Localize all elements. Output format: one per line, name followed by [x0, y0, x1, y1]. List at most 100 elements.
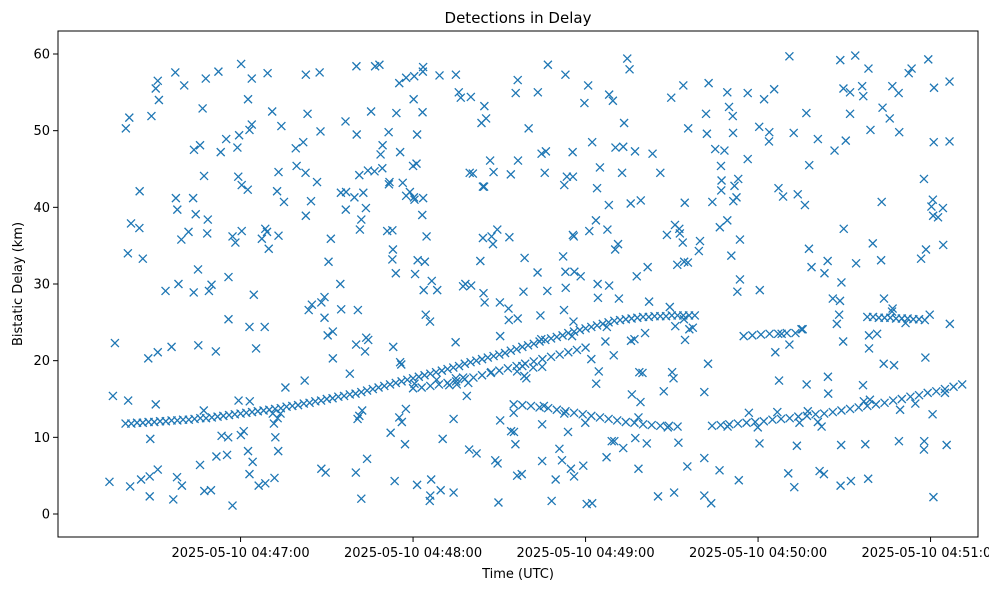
data-point	[361, 203, 371, 213]
data-point	[123, 396, 133, 405]
data-point	[300, 376, 310, 386]
data-point	[894, 436, 904, 446]
data-point	[755, 285, 765, 295]
data-point	[795, 418, 804, 428]
data-point	[699, 387, 709, 397]
data-point	[878, 103, 888, 113]
data-point	[929, 137, 939, 147]
data-point	[409, 192, 419, 202]
data-point	[438, 434, 448, 444]
data-point	[273, 446, 283, 456]
data-point	[797, 324, 806, 334]
data-point	[486, 367, 496, 377]
data-point	[914, 390, 924, 400]
data-point	[394, 78, 404, 88]
data-point	[830, 146, 839, 156]
data-point	[773, 329, 783, 339]
data-point	[425, 496, 435, 506]
data-point	[719, 146, 729, 156]
data-point	[622, 54, 632, 64]
data-point	[949, 382, 959, 392]
data-point	[236, 59, 246, 69]
data-point	[479, 182, 489, 192]
data-point	[563, 347, 573, 357]
data-point	[417, 383, 427, 392]
data-point	[153, 465, 163, 474]
data-point	[526, 401, 536, 411]
data-point	[143, 353, 153, 363]
data-point	[813, 417, 823, 427]
data-point	[444, 380, 454, 390]
data-point	[224, 314, 233, 324]
data-point	[683, 258, 693, 267]
x-tick-label: 2025-05-10 04:51:00	[862, 546, 989, 561]
data-point	[851, 258, 861, 268]
data-point	[391, 268, 401, 278]
data-point	[363, 166, 373, 175]
data-point	[234, 130, 244, 140]
data-point	[630, 433, 640, 443]
data-point	[422, 232, 432, 241]
data-point	[478, 182, 488, 192]
y-tick-label: 30	[33, 278, 50, 293]
data-point	[716, 420, 726, 430]
data-point	[230, 238, 240, 248]
data-point	[191, 209, 201, 219]
data-point	[688, 323, 698, 333]
data-point	[540, 168, 550, 178]
data-point	[500, 348, 510, 358]
data-point	[272, 186, 282, 196]
data-point	[673, 438, 683, 448]
data-point	[276, 121, 286, 131]
data-point	[680, 335, 690, 345]
data-point	[513, 156, 523, 166]
data-point	[328, 393, 338, 403]
data-point	[454, 361, 464, 371]
data-point	[523, 340, 533, 350]
data-point	[386, 428, 396, 438]
data-point	[591, 379, 601, 389]
data-point	[170, 67, 180, 77]
data-point	[391, 108, 401, 118]
data-point	[537, 456, 547, 466]
data-point	[542, 286, 552, 296]
data-point	[351, 389, 361, 399]
data-point	[823, 372, 833, 382]
data-point	[613, 239, 623, 249]
data-point	[566, 464, 576, 474]
data-point	[546, 352, 556, 362]
data-point	[489, 351, 499, 361]
data-point	[204, 286, 214, 296]
data-point	[463, 378, 473, 388]
data-point	[304, 305, 314, 315]
data-point	[388, 245, 398, 254]
x-tick-label: 2025-05-10 04:48:00	[344, 546, 482, 561]
data-point	[667, 367, 677, 377]
data-point	[339, 391, 349, 401]
data-point	[413, 255, 423, 265]
data-point	[478, 233, 488, 243]
data-point	[868, 238, 878, 248]
data-point	[176, 235, 186, 244]
data-point	[494, 366, 504, 376]
data-point	[121, 123, 131, 133]
data-point	[832, 319, 842, 329]
data-point	[146, 111, 156, 121]
data-point	[604, 90, 614, 100]
data-point	[669, 488, 679, 497]
data-point	[513, 314, 523, 323]
data-point	[854, 402, 864, 412]
data-point	[213, 67, 223, 77]
data-point	[728, 111, 738, 121]
data-point	[154, 95, 164, 105]
data-point	[602, 452, 612, 462]
data-point	[145, 434, 155, 444]
data-point	[362, 386, 372, 396]
data-point	[662, 230, 672, 240]
data-point	[703, 359, 713, 369]
data-point	[582, 499, 592, 509]
data-point	[586, 322, 596, 332]
data-point	[153, 347, 163, 357]
data-point	[774, 376, 784, 386]
data-point	[634, 464, 643, 474]
